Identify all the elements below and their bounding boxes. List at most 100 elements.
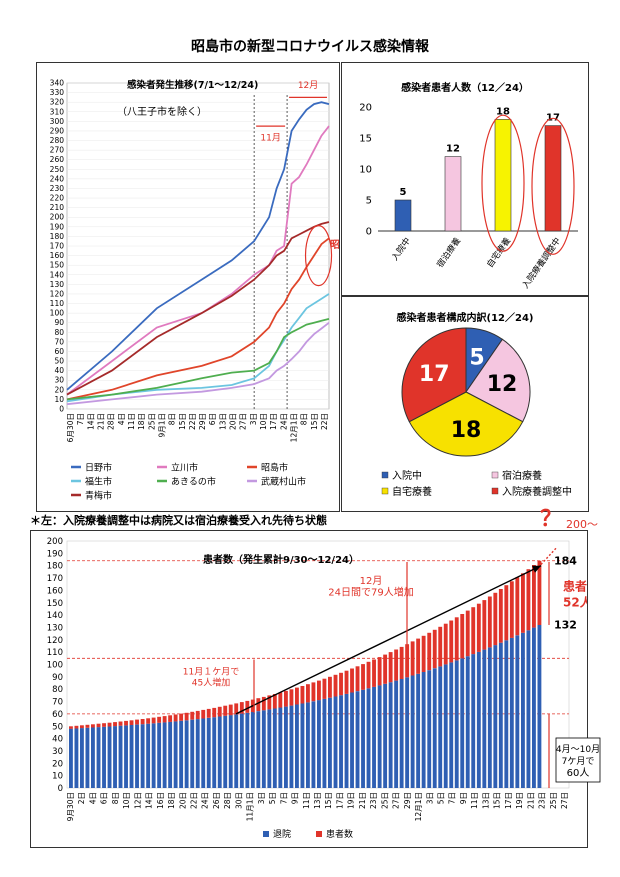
bar-discharged (140, 724, 145, 788)
line-y-tick: 10 (54, 395, 64, 404)
bar-discharged (521, 632, 525, 788)
stack-x-tick: 11日 (470, 792, 479, 809)
nov-annotation-1: 11月１ケ月で (183, 666, 239, 677)
stack-x-tick: 17日 (335, 792, 344, 809)
dec-annotation-1: 12月 (360, 575, 383, 587)
bar-patients (107, 722, 112, 727)
bar-y-tick: 15 (359, 134, 372, 145)
stack-x-tick: 26日 (212, 792, 221, 809)
bar-patients (471, 607, 476, 655)
stack-x-tick: 3日 (425, 792, 434, 804)
line-y-tick: 230 (50, 184, 65, 193)
bar-discharged (306, 702, 310, 788)
bar-discharged (361, 689, 365, 788)
bar-category-label: 入院中 (389, 236, 413, 263)
bar-mark (444, 156, 462, 232)
bar-discharged (284, 706, 288, 788)
bar-discharged (509, 637, 514, 788)
bar-patients (228, 704, 233, 716)
bar-patients (223, 705, 228, 716)
line-y-tick: 330 (50, 88, 65, 97)
bar-discharged (206, 717, 211, 788)
bar-discharged (532, 627, 536, 788)
line-y-tick: 320 (50, 98, 65, 107)
bar-discharged (438, 666, 443, 788)
bar-patients (383, 654, 388, 684)
bar-patients (443, 623, 448, 665)
line-x-tick: 3日 (249, 413, 258, 425)
bar-patients (217, 706, 222, 717)
bar-discharged (157, 722, 162, 788)
bar-discharged (421, 672, 426, 788)
stack-x-tick: 7日 (279, 792, 288, 804)
akishima-label: 昭島市 (330, 238, 339, 251)
line-y-tick: 160 (50, 251, 65, 260)
stack-x-tick: 11月1日 (246, 792, 255, 821)
series-line (66, 321, 330, 406)
pie-value-label: 17 (419, 362, 450, 387)
bar-discharged (311, 701, 316, 788)
bar-discharged (317, 700, 321, 788)
line-chart-panel: 0 10 20 30 40 50 60 70 80 90 100 110 120 130 140 150 160… (36, 62, 360, 512)
stack-x-tick: 23日 (538, 792, 547, 809)
stack-x-tick: 18日 (167, 792, 176, 809)
stack-x-tick: 16日 (156, 792, 165, 809)
line-x-tick: 21日 (96, 413, 105, 430)
bar-discharged (355, 691, 360, 788)
line-y-tick: 120 (50, 289, 65, 298)
stack-y-tick: 160 (47, 586, 63, 596)
bar-patients (184, 712, 189, 721)
bar-y-tick: 10 (359, 165, 372, 176)
bar-discharged (427, 670, 432, 788)
stack-x-tick: 11日 (302, 792, 311, 809)
bar-patients (322, 678, 327, 699)
stack-x-tick: 2日 (77, 792, 86, 804)
bar-patients (454, 617, 459, 661)
bar-patients (504, 585, 509, 641)
bar-discharged (295, 704, 299, 788)
bar-patients (355, 666, 360, 692)
line-y-tick: 140 (50, 270, 65, 279)
line-x-tick: 24日 (279, 413, 288, 430)
bar-patients (465, 610, 470, 657)
line-x-tick: 13日 (218, 413, 227, 430)
bar-chart: 感染者患者人数（12／24）051015205入院中12宿泊療養18自宅療養17… (359, 81, 578, 291)
bar-patients (515, 577, 520, 636)
pie-slice (408, 391, 524, 457)
stack-x-tick: 7日 (448, 792, 457, 804)
bar-patients (482, 600, 487, 650)
bar-patients (306, 684, 310, 703)
bar-mark (394, 199, 412, 232)
stack-y-tick: 130 (47, 623, 63, 633)
patients-annotation-2: 52人 (563, 594, 587, 609)
bar-discharged (339, 695, 343, 788)
pie-value-label: 5 (469, 346, 484, 371)
bar-discharged (405, 677, 410, 788)
stack-y-tick: 60 (52, 710, 63, 720)
stack-y-tick: 20 (52, 759, 63, 769)
line-x-tick: 6月30日 (66, 413, 75, 442)
bar-patients (162, 716, 167, 723)
pie-slice (465, 338, 531, 423)
line-chart-title: 感染者発生推移(7/1～12/24) (127, 79, 258, 91)
stack-x-tick: 21日 (358, 792, 367, 809)
bar-discharged (228, 715, 233, 788)
bar-patients (140, 719, 145, 725)
bar-discharged (173, 721, 178, 788)
pie-value-label: 12 (487, 372, 518, 397)
stack-x-tick: 12日 (133, 792, 142, 809)
bar-patients (410, 641, 415, 676)
line-y-tick: 240 (50, 174, 65, 183)
line-x-tick: 11日 (127, 413, 136, 430)
bar-discharged (515, 635, 520, 788)
legend-label: 武蔵村山市 (261, 476, 306, 488)
bar-discharged (526, 630, 531, 788)
bar-patients (421, 635, 426, 672)
line-y-tick: 300 (50, 117, 65, 126)
stack-x-tick: 19日 (515, 792, 524, 809)
stack-x-tick: 9日 (291, 792, 300, 804)
bar-discharged (350, 692, 354, 788)
bar-discharged (195, 719, 200, 788)
bar-y-tick: 0 (366, 227, 372, 238)
